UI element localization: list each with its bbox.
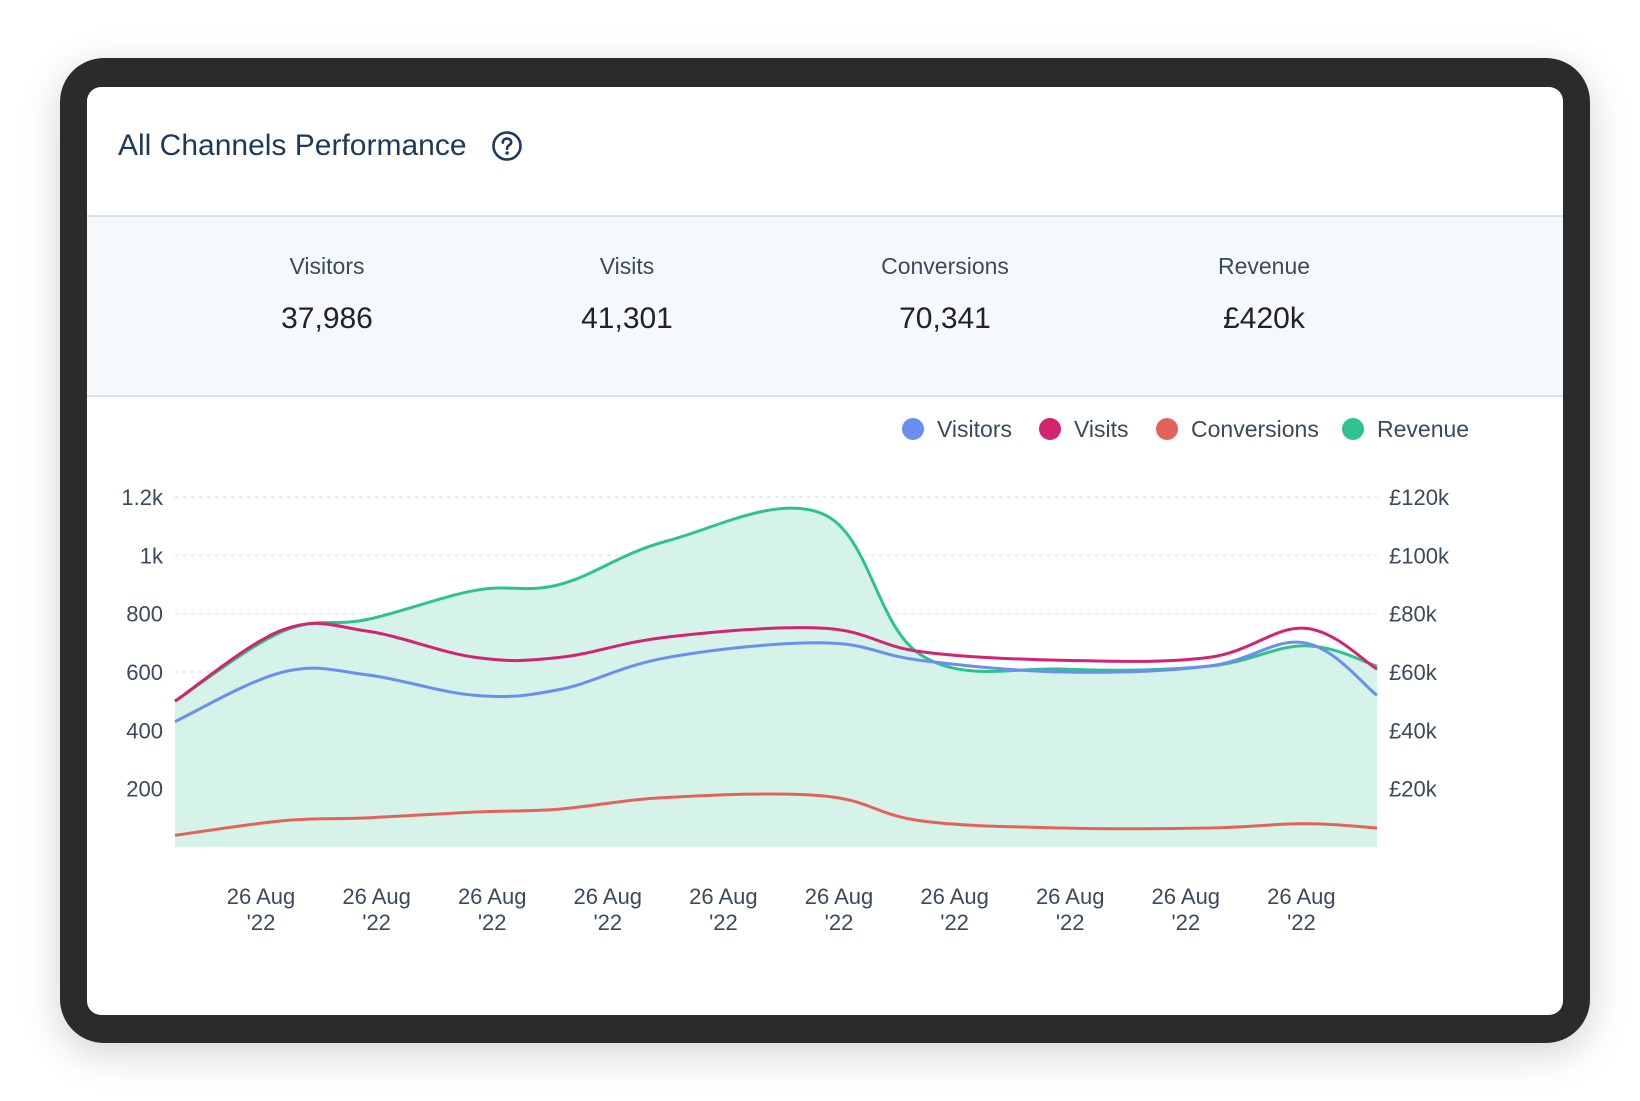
kpi-visits: Visits 41,301 <box>477 253 777 336</box>
x-tick-label: 26 Aug'22 <box>227 884 296 935</box>
visits-line <box>174 621 1378 703</box>
x-tick-year: '22 <box>825 910 854 935</box>
x-tick-label: 26 Aug'22 <box>1036 884 1105 935</box>
kpi-value: 37,986 <box>281 302 373 335</box>
x-tick-date: 26 Aug <box>920 884 989 909</box>
x-tick-label: 26 Aug'22 <box>574 884 643 935</box>
x-tick-year: '22 <box>362 910 391 935</box>
kpi-value: £420k <box>1223 302 1305 335</box>
legend-item-visits[interactable]: Visits <box>1039 416 1129 442</box>
kpi-conversions: Conversions 70,341 <box>795 253 1095 336</box>
x-tick-label: 26 Aug'22 <box>920 884 989 935</box>
card-header: All Channels Performance <box>87 87 1563 217</box>
kpi-label: Revenue <box>1217 253 1311 279</box>
x-tick-year: '22 <box>1171 910 1200 935</box>
y-right-tick-label: £20k <box>1389 777 1438 802</box>
x-tick-year: '22 <box>478 910 507 935</box>
x-tick-label: 26 Aug'22 <box>805 884 874 935</box>
legend-item-revenue[interactable]: Revenue <box>1342 416 1469 442</box>
y-left-tick-label: 1k <box>140 543 164 568</box>
x-tick-year: '22 <box>593 910 622 935</box>
x-tick-date: 26 Aug <box>458 884 527 909</box>
x-tick-year: '22 <box>1287 910 1316 935</box>
x-tick-label: 26 Aug'22 <box>1267 884 1336 935</box>
y-left-tick-label: 200 <box>126 777 163 802</box>
y-left-tick-label: 800 <box>126 602 163 627</box>
y-left-tick-label: 400 <box>126 718 163 743</box>
question-circle-icon[interactable] <box>491 130 523 162</box>
x-tick-year: '22 <box>247 910 276 935</box>
kpi-value: 41,301 <box>581 302 673 335</box>
x-tick-date: 26 Aug <box>689 884 758 909</box>
kpi-label: Visitors <box>289 253 365 279</box>
x-tick-label: 26 Aug'22 <box>689 884 758 935</box>
x-tick-year: '22 <box>709 910 738 935</box>
x-tick-date: 26 Aug <box>1267 884 1336 909</box>
y-right-tick-label: £100k <box>1389 543 1450 568</box>
x-tick-date: 26 Aug <box>1036 884 1105 909</box>
legend-label: Visitors <box>937 416 1012 442</box>
x-tick-date: 26 Aug <box>227 884 296 909</box>
visitors-line <box>174 640 1378 723</box>
kpi-label: Conversions <box>881 253 1009 279</box>
x-tick-date: 26 Aug <box>805 884 874 909</box>
kpi-value: 70,341 <box>899 302 991 335</box>
y-right-tick-label: £80k <box>1389 602 1438 627</box>
legend-swatch <box>902 418 924 440</box>
kpi-revenue: Revenue £420k <box>1114 253 1414 336</box>
kpi-visitors: Visitors 37,986 <box>177 253 477 336</box>
x-tick-year: '22 <box>1056 910 1085 935</box>
legend-label: Visits <box>1074 416 1129 442</box>
x-tick-label: 26 Aug'22 <box>342 884 411 935</box>
kpi-summary: Visitors 37,986 Visits 41,301 Conversion… <box>87 217 1563 397</box>
x-tick-date: 26 Aug <box>574 884 643 909</box>
y-right-tick-label: £40k <box>1389 718 1438 743</box>
panel-title: All Channels Performance <box>118 129 467 162</box>
kpi-label: Visits <box>599 253 655 279</box>
conversions-line <box>174 792 1378 837</box>
revenue-area <box>175 508 1377 847</box>
legend-item-visitors[interactable]: Visitors <box>902 416 1012 442</box>
legend-swatch <box>1156 418 1178 440</box>
y-right-tick-label: £120k <box>1389 485 1450 510</box>
y-right-tick-label: £60k <box>1389 660 1438 685</box>
legend-swatch <box>1342 418 1364 440</box>
legend-label: Conversions <box>1191 416 1319 442</box>
x-tick-date: 26 Aug <box>342 884 411 909</box>
performance-card: All Channels Performance Visitors 37,986… <box>87 87 1563 1015</box>
y-left-tick-label: 600 <box>126 660 163 685</box>
x-tick-label: 26 Aug'22 <box>1152 884 1221 935</box>
x-tick-label: 26 Aug'22 <box>458 884 527 935</box>
performance-chart: 200 400 600 800 1k 1.2k £20k £40k £60k £80k £100k £… <box>121 416 1469 935</box>
y-left-tick-label: 1.2k <box>121 485 164 510</box>
legend-label: Revenue <box>1377 416 1469 442</box>
x-tick-year: '22 <box>940 910 969 935</box>
x-tick-date: 26 Aug <box>1152 884 1221 909</box>
legend-item-conversions[interactable]: Conversions <box>1156 416 1319 442</box>
legend-swatch <box>1039 418 1061 440</box>
